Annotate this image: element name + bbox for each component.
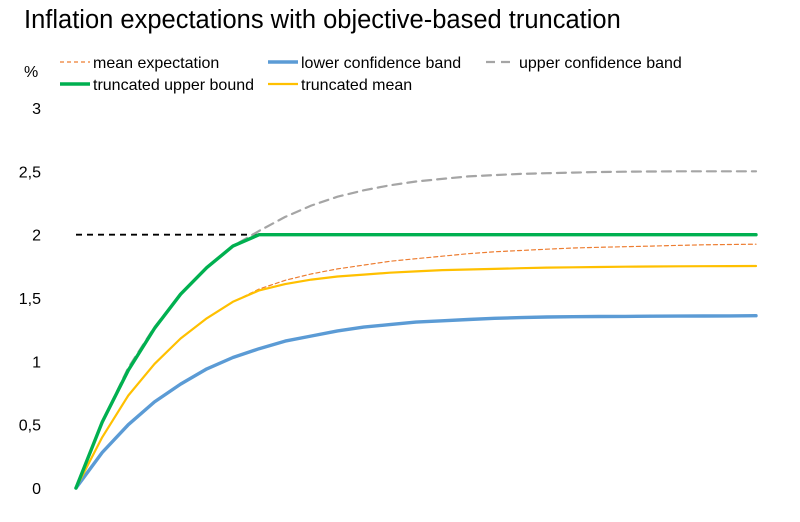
legend-label: lower confidence band	[301, 55, 461, 72]
series-line-truncated-mean	[74, 264, 758, 490]
y-tick-label: 3	[32, 101, 41, 118]
series-line-lower-confidence-band	[74, 314, 758, 490]
y-tick-label: 2,5	[19, 164, 41, 181]
legend-label: upper confidence band	[519, 55, 682, 72]
y-tick-label: 0	[32, 481, 41, 498]
y-tick-label: 2	[32, 228, 41, 245]
legend-label: truncated mean	[301, 77, 412, 94]
legend-label: truncated upper bound	[93, 77, 254, 94]
series-line-truncated-upper-bound	[74, 232, 758, 490]
chart-title: Inflation expectations with objective-ba…	[24, 6, 621, 34]
legend-label: mean expectation	[93, 55, 219, 72]
y-tick-label: 1,5	[19, 291, 41, 308]
series-lines	[74, 170, 758, 490]
series-line-upper-confidence-band	[74, 170, 758, 490]
legend: mean expectation lower confidence band upp…	[60, 55, 682, 94]
y-tick-label: 0,5	[19, 418, 41, 435]
y-axis-unit-label: %	[24, 64, 39, 81]
y-tick-label: 1	[32, 354, 41, 371]
series-line-mean-expectation	[75, 243, 757, 489]
y-tick-labels: 0 0,5 1 1,5 2 2,5 3	[19, 101, 41, 498]
